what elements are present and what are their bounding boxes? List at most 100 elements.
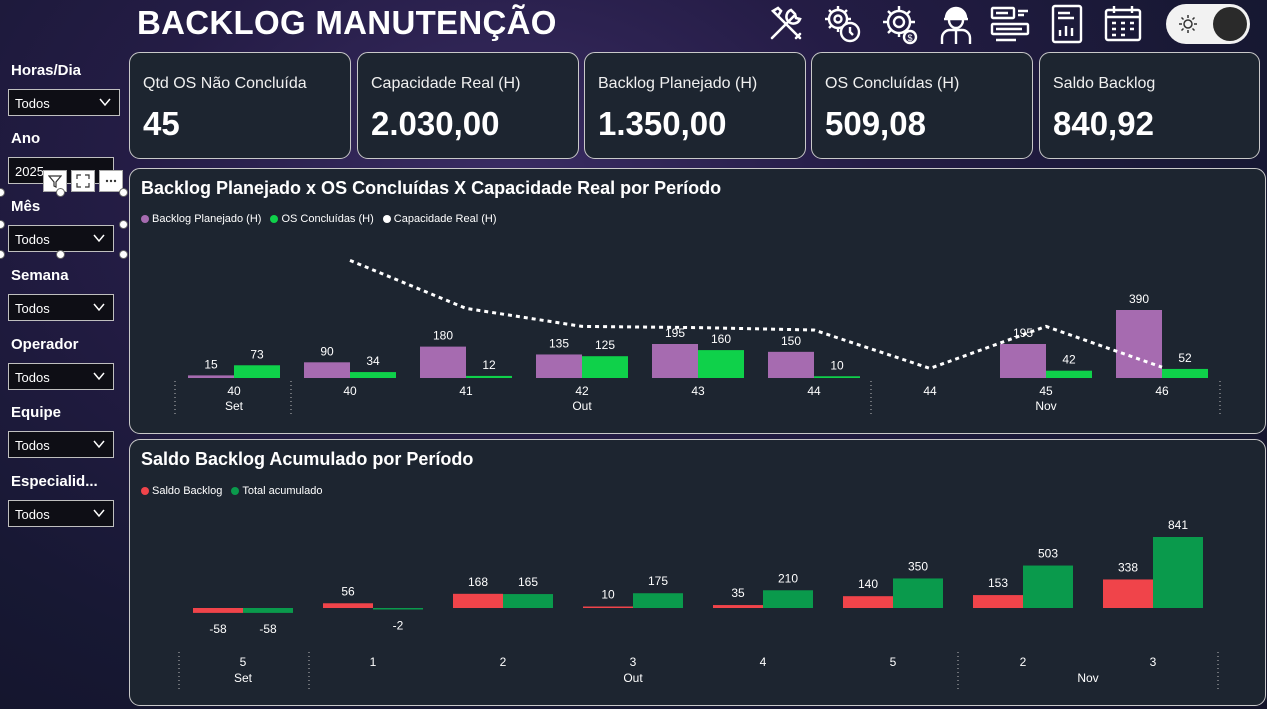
slicer-dropdown[interactable]: Todos <box>8 363 114 390</box>
focus-mode-icon[interactable] <box>71 170 95 192</box>
legend-item-saldo[interactable]: Saldo Backlog <box>141 485 222 497</box>
data-label: 175 <box>648 574 668 588</box>
svg-text:$: $ <box>908 33 913 43</box>
bar-saldo <box>193 608 243 613</box>
slicer-dropdown[interactable]: Todos <box>8 294 114 321</box>
chart1-plot: 15 73 40 90 34 40 180 12 41 135 125 42 195 160 43 150 10… <box>174 259 1221 415</box>
chart1-legend: Backlog Planejado (H) OS Concluídas (H) … <box>141 213 500 225</box>
slicer-label: Horas/Dia <box>11 62 82 79</box>
resize-handle[interactable] <box>119 250 128 259</box>
legend-dot <box>141 215 149 223</box>
data-label: 34 <box>366 354 380 368</box>
tick-label: 5 <box>240 655 247 669</box>
legend-item-planned[interactable]: Backlog Planejado (H) <box>141 213 261 225</box>
form-list-icon[interactable] <box>988 2 1032 46</box>
slicer-label: Mês <box>11 198 41 215</box>
kpi-value: 840,92 <box>1053 105 1154 142</box>
slicer-dropdown[interactable]: Todos <box>8 225 114 252</box>
data-label: 135 <box>549 336 569 350</box>
legend-item-capacity[interactable]: Capacidade Real (H) <box>382 213 496 225</box>
data-label: 12 <box>482 358 496 372</box>
kpi-card[interactable]: Saldo Backlog 840,92 <box>1039 52 1260 159</box>
filter-icon[interactable] <box>43 170 67 192</box>
slicer-label: Especialid... <box>11 473 98 490</box>
kpi-card[interactable]: Capacidade Real (H) 2.030,00 <box>357 52 579 159</box>
tick-label: 2 <box>1020 655 1027 669</box>
kpi-card[interactable]: Qtd OS Não Concluída 45 <box>129 52 351 159</box>
data-label: 140 <box>858 577 878 591</box>
resize-handle[interactable] <box>0 250 5 259</box>
bar-completed <box>1162 368 1208 378</box>
bar-completed <box>814 376 860 378</box>
bar-planned <box>768 351 814 378</box>
tick-label: 2 <box>500 655 507 669</box>
tick-label: 42 <box>575 384 589 398</box>
kpi-value: 509,08 <box>825 105 926 142</box>
slicer-value: 2025 <box>15 164 44 179</box>
bar-completed <box>234 365 280 378</box>
bar-accum <box>243 608 293 613</box>
bar-accum <box>893 578 943 608</box>
theme-toggle[interactable] <box>1166 4 1250 44</box>
data-label: 350 <box>908 559 928 573</box>
resize-handle[interactable] <box>119 220 128 229</box>
resize-handle[interactable] <box>0 188 5 197</box>
data-label: 42 <box>1062 353 1076 367</box>
kpi-label: OS Concluídas (H) <box>825 75 960 92</box>
chart-backlog-vs-concluidas[interactable]: Backlog Planejado x OS Concluídas X Capa… <box>129 168 1266 434</box>
legend-item-completed[interactable]: OS Concluídas (H) <box>270 213 374 225</box>
calendar-icon[interactable] <box>1101 2 1145 46</box>
tools-icon[interactable] <box>764 2 808 46</box>
slicer-value: Todos <box>15 507 50 522</box>
slicer-label: Operador <box>11 336 79 353</box>
slicer-dropdown[interactable]: Todos <box>8 89 120 116</box>
tick-label: 5 <box>890 655 897 669</box>
slicer-label: Ano <box>11 130 41 147</box>
slicer-dropdown[interactable]: Todos <box>8 500 114 527</box>
resize-handle[interactable] <box>56 250 65 259</box>
bar-completed <box>698 350 744 378</box>
month-label: Set <box>225 399 244 413</box>
bar-saldo <box>1103 579 1153 608</box>
data-label: 73 <box>250 347 264 361</box>
gear-money-icon[interactable]: $ <box>877 2 921 46</box>
sun-icon <box>1179 15 1197 33</box>
kpi-value: 45 <box>143 105 180 142</box>
data-label: 56 <box>341 584 355 598</box>
toggle-knob[interactable] <box>1213 7 1247 41</box>
legend-item-accum[interactable]: Total acumulado <box>231 485 322 497</box>
data-label: 338 <box>1118 560 1138 574</box>
data-label: 195 <box>665 326 685 340</box>
chart-saldo-acumulado[interactable]: Saldo Backlog Acumulado por Período Sald… <box>129 439 1266 706</box>
kpi-card[interactable]: OS Concluídas (H) 509,08 <box>811 52 1033 159</box>
gear-clock-icon[interactable] <box>821 2 865 46</box>
month-label: Nov <box>1035 399 1056 413</box>
bar-saldo <box>583 606 633 608</box>
bar-planned <box>652 344 698 378</box>
data-label: 168 <box>468 575 488 589</box>
kpi-label: Capacidade Real (H) <box>371 75 521 92</box>
kpi-value: 1.350,00 <box>598 105 727 142</box>
resize-handle[interactable] <box>119 188 128 197</box>
month-label: Out <box>623 671 643 685</box>
bar-saldo <box>973 595 1023 608</box>
bar-accum <box>1023 565 1073 608</box>
data-label: 10 <box>830 358 844 372</box>
bar-accum <box>503 594 553 608</box>
month-label: Set <box>234 671 253 685</box>
line-capacity <box>349 259 1163 370</box>
tick-label: 44 <box>923 384 937 398</box>
kpi-label: Backlog Planejado (H) <box>598 75 758 92</box>
bar-planned <box>1000 344 1046 378</box>
legend-dot <box>270 215 279 223</box>
legend-label: OS Concluídas (H) <box>281 213 374 225</box>
resize-handle[interactable] <box>0 220 5 229</box>
more-options-icon[interactable] <box>99 170 123 192</box>
report-chart-icon[interactable] <box>1045 2 1089 46</box>
worker-icon[interactable] <box>934 2 978 46</box>
kpi-card[interactable]: Backlog Planejado (H) 1.350,00 <box>584 52 806 159</box>
resize-handle[interactable] <box>56 188 65 197</box>
data-label: 153 <box>988 576 1008 590</box>
slicer-dropdown[interactable]: Todos <box>8 431 114 458</box>
bar-planned <box>536 354 582 378</box>
